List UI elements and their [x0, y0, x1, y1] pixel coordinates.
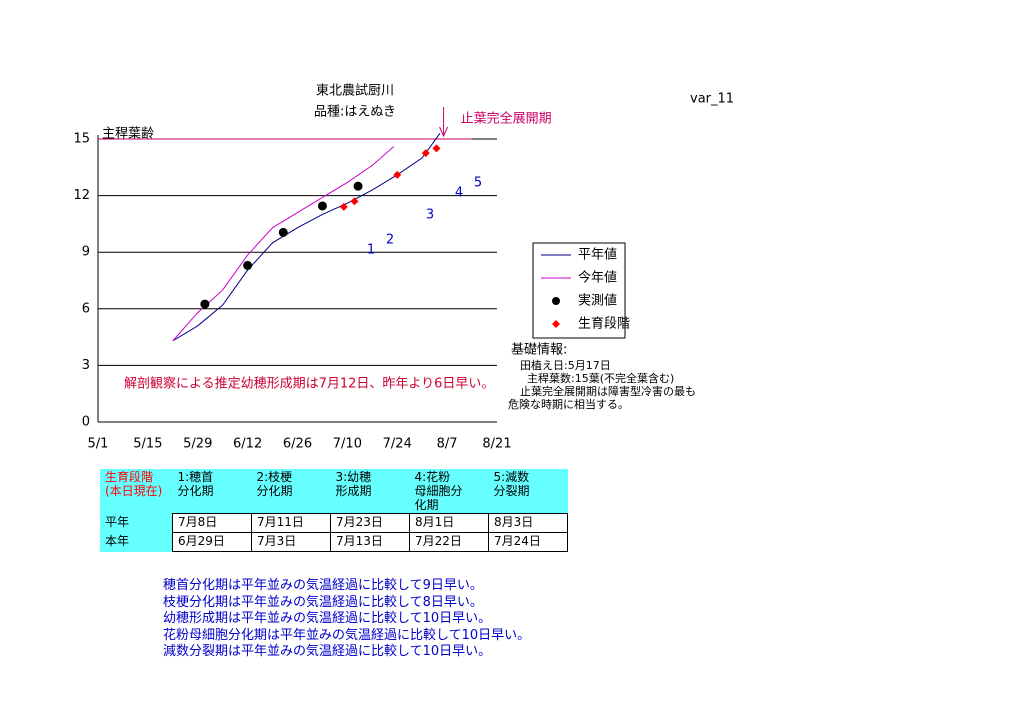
legend-box: [532, 242, 626, 339]
x-tick-label: 5/1: [88, 437, 109, 452]
stage-point: [393, 170, 402, 179]
chart-title: 東北農試厨川: [316, 83, 394, 99]
y-tick-label: 3: [82, 358, 90, 373]
stage-marker: 3: [426, 208, 434, 223]
stage-marker: 5: [474, 176, 482, 191]
table-cell: 7月13日: [330, 532, 410, 552]
table-cell: 8月3日: [488, 513, 568, 533]
note-line: 減数分裂期は平年並みの気温経過に比較して10日早い。: [163, 644, 492, 659]
data-point: [243, 260, 253, 270]
table-cell: 7月11日: [251, 513, 331, 533]
y-tick-label: 15: [73, 132, 90, 147]
info-text: 危険な時期に相当する。: [508, 397, 629, 411]
y-tick-label: 0: [82, 415, 90, 430]
note-line: 幼穂形成期は平年並みの気温経過に比較して10日早い。: [163, 611, 492, 626]
header-cell: 2:枝梗 分化期: [251, 469, 331, 514]
notes: 穂首分化期は平年並みの気温経過に比較して9日早い。 枝梗分化期は平年並みの気温経過…: [163, 578, 530, 661]
note-line: 穂首分化期は平年並みの気温経過に比較して9日早い。: [163, 578, 483, 593]
x-tick-label: 8/7: [437, 437, 458, 452]
stage-table: 生育段階 (本日現在) 1:穂首 分化期 2:枝梗 分化期 3:幼穂 形成期 4:花粉 …: [100, 469, 568, 552]
legend-label: 生育段階: [578, 316, 630, 332]
x-tick-label: 6/26: [283, 437, 312, 452]
annotation: 解剖観察による推定幼穂形成期は7月12日、昨年より6日早い。: [124, 377, 494, 392]
y-tick-label: 6: [82, 301, 90, 316]
y-tick-label: 12: [73, 188, 90, 203]
stage-marker: 4: [455, 186, 463, 201]
header-cell: 5:減数 分裂期: [488, 469, 568, 514]
series-line: [172, 133, 441, 342]
legend-label: 実測値: [578, 293, 617, 309]
reference-label: 止葉完全展開期: [461, 111, 552, 127]
legend-swatch: [552, 320, 560, 328]
header-cell: 3:幼穂 形成期: [330, 469, 410, 514]
chart-subtitle: 品種:はえぬき: [314, 104, 396, 120]
header-cell: 生育段階 (本日現在): [100, 469, 173, 514]
series-line: [172, 146, 395, 342]
legend-swatch: [552, 297, 560, 305]
y-tick-label: 9: [82, 245, 90, 260]
stage-marker: 2: [386, 233, 394, 248]
header-cell: 1:穂首 分化期: [172, 469, 252, 514]
data-point: [353, 181, 363, 191]
x-tick-label: 8/21: [482, 437, 511, 452]
table-cell: 7月23日: [330, 513, 410, 533]
table-row: 平年 7月8日 7月11日 7月23日 8月1日 8月3日: [100, 513, 568, 533]
version: var_11: [690, 92, 734, 107]
legend-label: 今年値: [578, 270, 617, 286]
info-text: 基礎情報:: [511, 343, 567, 358]
table-cell: 7月24日: [488, 532, 568, 552]
stage-point: [350, 197, 359, 206]
info-text: 田植え日:5月17日: [520, 358, 611, 372]
data-point: [278, 227, 288, 237]
y-axis-label: 主稈葉齢: [102, 127, 154, 142]
data-point: [317, 201, 327, 211]
x-tick-label: 6/12: [233, 437, 262, 452]
row-label: 本年: [100, 532, 173, 552]
table-cell: 8月1日: [409, 513, 489, 533]
stage-point: [421, 149, 430, 158]
x-tick-label: 5/29: [183, 437, 212, 452]
table-cell: 6月29日: [172, 532, 252, 552]
note-line: 枝梗分化期は平年並みの気温経過に比較して8日早い。: [163, 594, 483, 610]
table-cell: 7月8日: [172, 513, 252, 533]
table-cell: 7月3日: [251, 532, 331, 552]
stage-marker: 1: [367, 243, 375, 258]
chart: 東北農試厨川 品種:はえぬき var_11 主稈葉齢 解剖観察による推定幼穂形成…: [73, 83, 734, 452]
arrow-head: [439, 126, 449, 138]
stage-point: [339, 202, 348, 211]
info-text: 止葉完全展開期は障害型冷害の最も: [520, 384, 696, 398]
table-header: 生育段階 (本日現在) 1:穂首 分化期 2:枝梗 分化期 3:幼穂 形成期 4:花粉 …: [100, 469, 568, 514]
x-tick-label: 5/15: [133, 437, 162, 452]
note-line: 花粉母細胞分化期は平年並みの気温経過に比較して10日早い。: [163, 627, 531, 643]
x-tick-label: 7/24: [383, 437, 412, 452]
table-cell: 7月22日: [409, 532, 489, 552]
row-label: 平年: [100, 513, 173, 533]
stage-point: [432, 144, 441, 153]
x-tick-label: 7/10: [333, 437, 362, 452]
header-cell: 4:花粉 母細胞分 化期: [409, 469, 489, 514]
legend-label: 平年値: [578, 247, 617, 263]
info-text: 主稈葉数:15葉(不完全葉含む): [527, 371, 674, 385]
table-row: 本年 6月29日 7月3日 7月13日 7月22日 7月24日: [100, 532, 568, 552]
data-point: [200, 299, 210, 309]
